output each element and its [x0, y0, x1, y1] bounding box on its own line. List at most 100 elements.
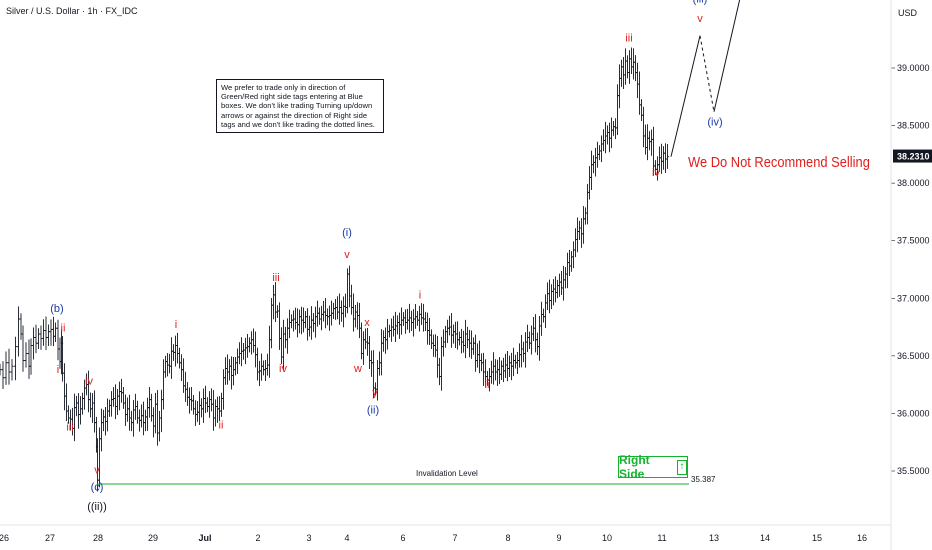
right-side-tag: Right Side ↑ [618, 453, 688, 481]
price-bar [161, 359, 166, 410]
price-bar [29, 338, 33, 375]
price-bar [205, 397, 210, 413]
price-bar [64, 383, 69, 422]
price-bar [533, 314, 538, 353]
wave-label: v [94, 464, 100, 476]
time-tick-label: 13 [709, 533, 719, 543]
price-bar [661, 146, 666, 170]
price-bar [233, 357, 238, 376]
price-bar [563, 266, 568, 289]
price-bar [227, 359, 232, 381]
price-bar [239, 337, 244, 367]
price-bar [597, 145, 602, 161]
price-bar [213, 399, 218, 427]
wave-label: iv [279, 363, 287, 375]
price-bar [527, 331, 532, 349]
price-bar [437, 357, 442, 386]
price-bar [607, 122, 612, 153]
current-price-value: 38.2310 [897, 152, 930, 162]
price-bar [605, 125, 610, 145]
invalidation-label: Invalidation Level [416, 469, 478, 478]
price-bar [599, 135, 604, 163]
candlestick-series [0, 47, 670, 492]
price-bar [369, 350, 374, 377]
price-bar [421, 303, 426, 332]
currency-label: USD [898, 8, 918, 18]
price-bar [74, 395, 79, 417]
price-axis[interactable]: 39.0000 38.5000 38.0000 37.5000 37.0000 36.50… [891, 63, 930, 476]
price-bar [497, 357, 502, 385]
price-bar [229, 356, 234, 390]
time-tick-label: 15 [812, 533, 822, 543]
price-bar [289, 314, 294, 329]
time-axis[interactable]: 26 27 28 29 Jul 2 3 4 6 7 8 9 10 11 13 14 15 16 [0, 533, 867, 543]
wave-label: ii [485, 379, 490, 391]
wave-label: (iii) [693, 0, 708, 5]
price-bar [36, 328, 41, 349]
projection-dashed-segment [699, 35, 715, 112]
price-bar [341, 296, 346, 328]
price-bar [185, 382, 190, 406]
price-bar [247, 337, 252, 353]
wave-label: y [372, 387, 378, 399]
price-bar [407, 303, 412, 333]
price-bar [515, 351, 520, 375]
price-bar [613, 118, 618, 140]
price-bar [327, 305, 332, 331]
time-tick-label: Jul [198, 533, 211, 543]
price-bar [323, 298, 328, 329]
price-bar [545, 282, 550, 311]
price-bar [543, 294, 548, 328]
price-bar [347, 265, 352, 308]
price-bar [531, 316, 536, 342]
price-bar [97, 427, 102, 488]
price-bar [419, 303, 424, 325]
price-bar [353, 304, 358, 328]
price-bar [537, 316, 542, 361]
time-tick-label: 9 [556, 533, 561, 543]
price-bar [573, 228, 578, 258]
price-bar [397, 312, 402, 339]
time-tick-label: 16 [857, 533, 867, 543]
price-bar [321, 300, 326, 322]
price-bar [319, 305, 324, 331]
price-bar [125, 397, 130, 422]
price-bar [619, 59, 624, 87]
price-bar [449, 313, 454, 348]
price-bar [551, 279, 556, 306]
wave-label: ii [61, 323, 66, 335]
price-bar [277, 302, 282, 350]
time-tick-label: 26 [0, 533, 9, 543]
wave-label: x [364, 317, 370, 329]
price-bar [7, 348, 11, 385]
price-bar [253, 331, 258, 368]
price-bar [499, 360, 504, 381]
price-bar [129, 410, 134, 432]
time-tick-label: 11 [657, 533, 666, 543]
price-bar [457, 331, 462, 346]
price-bar [44, 316, 48, 351]
price-bar [507, 355, 512, 378]
price-bar [209, 388, 214, 412]
price-bar [333, 298, 338, 320]
price-bar [639, 99, 644, 121]
price-bar [88, 392, 93, 418]
wave-label: i [57, 364, 59, 376]
price-bar [263, 360, 268, 381]
price-bar [459, 328, 464, 354]
price-bar [16, 306, 21, 357]
price-bar [649, 129, 654, 156]
price-bar [631, 48, 636, 80]
price-bar [641, 106, 646, 148]
price-bar [611, 120, 616, 136]
price-bar [387, 324, 392, 338]
price-bar [285, 318, 290, 354]
price-bar [117, 381, 122, 411]
price-bar [427, 317, 432, 346]
price-bar [119, 378, 124, 403]
time-tick-label: 28 [93, 533, 103, 543]
price-bar [665, 143, 670, 169]
price-bar [273, 282, 278, 323]
price-bar [257, 360, 262, 387]
